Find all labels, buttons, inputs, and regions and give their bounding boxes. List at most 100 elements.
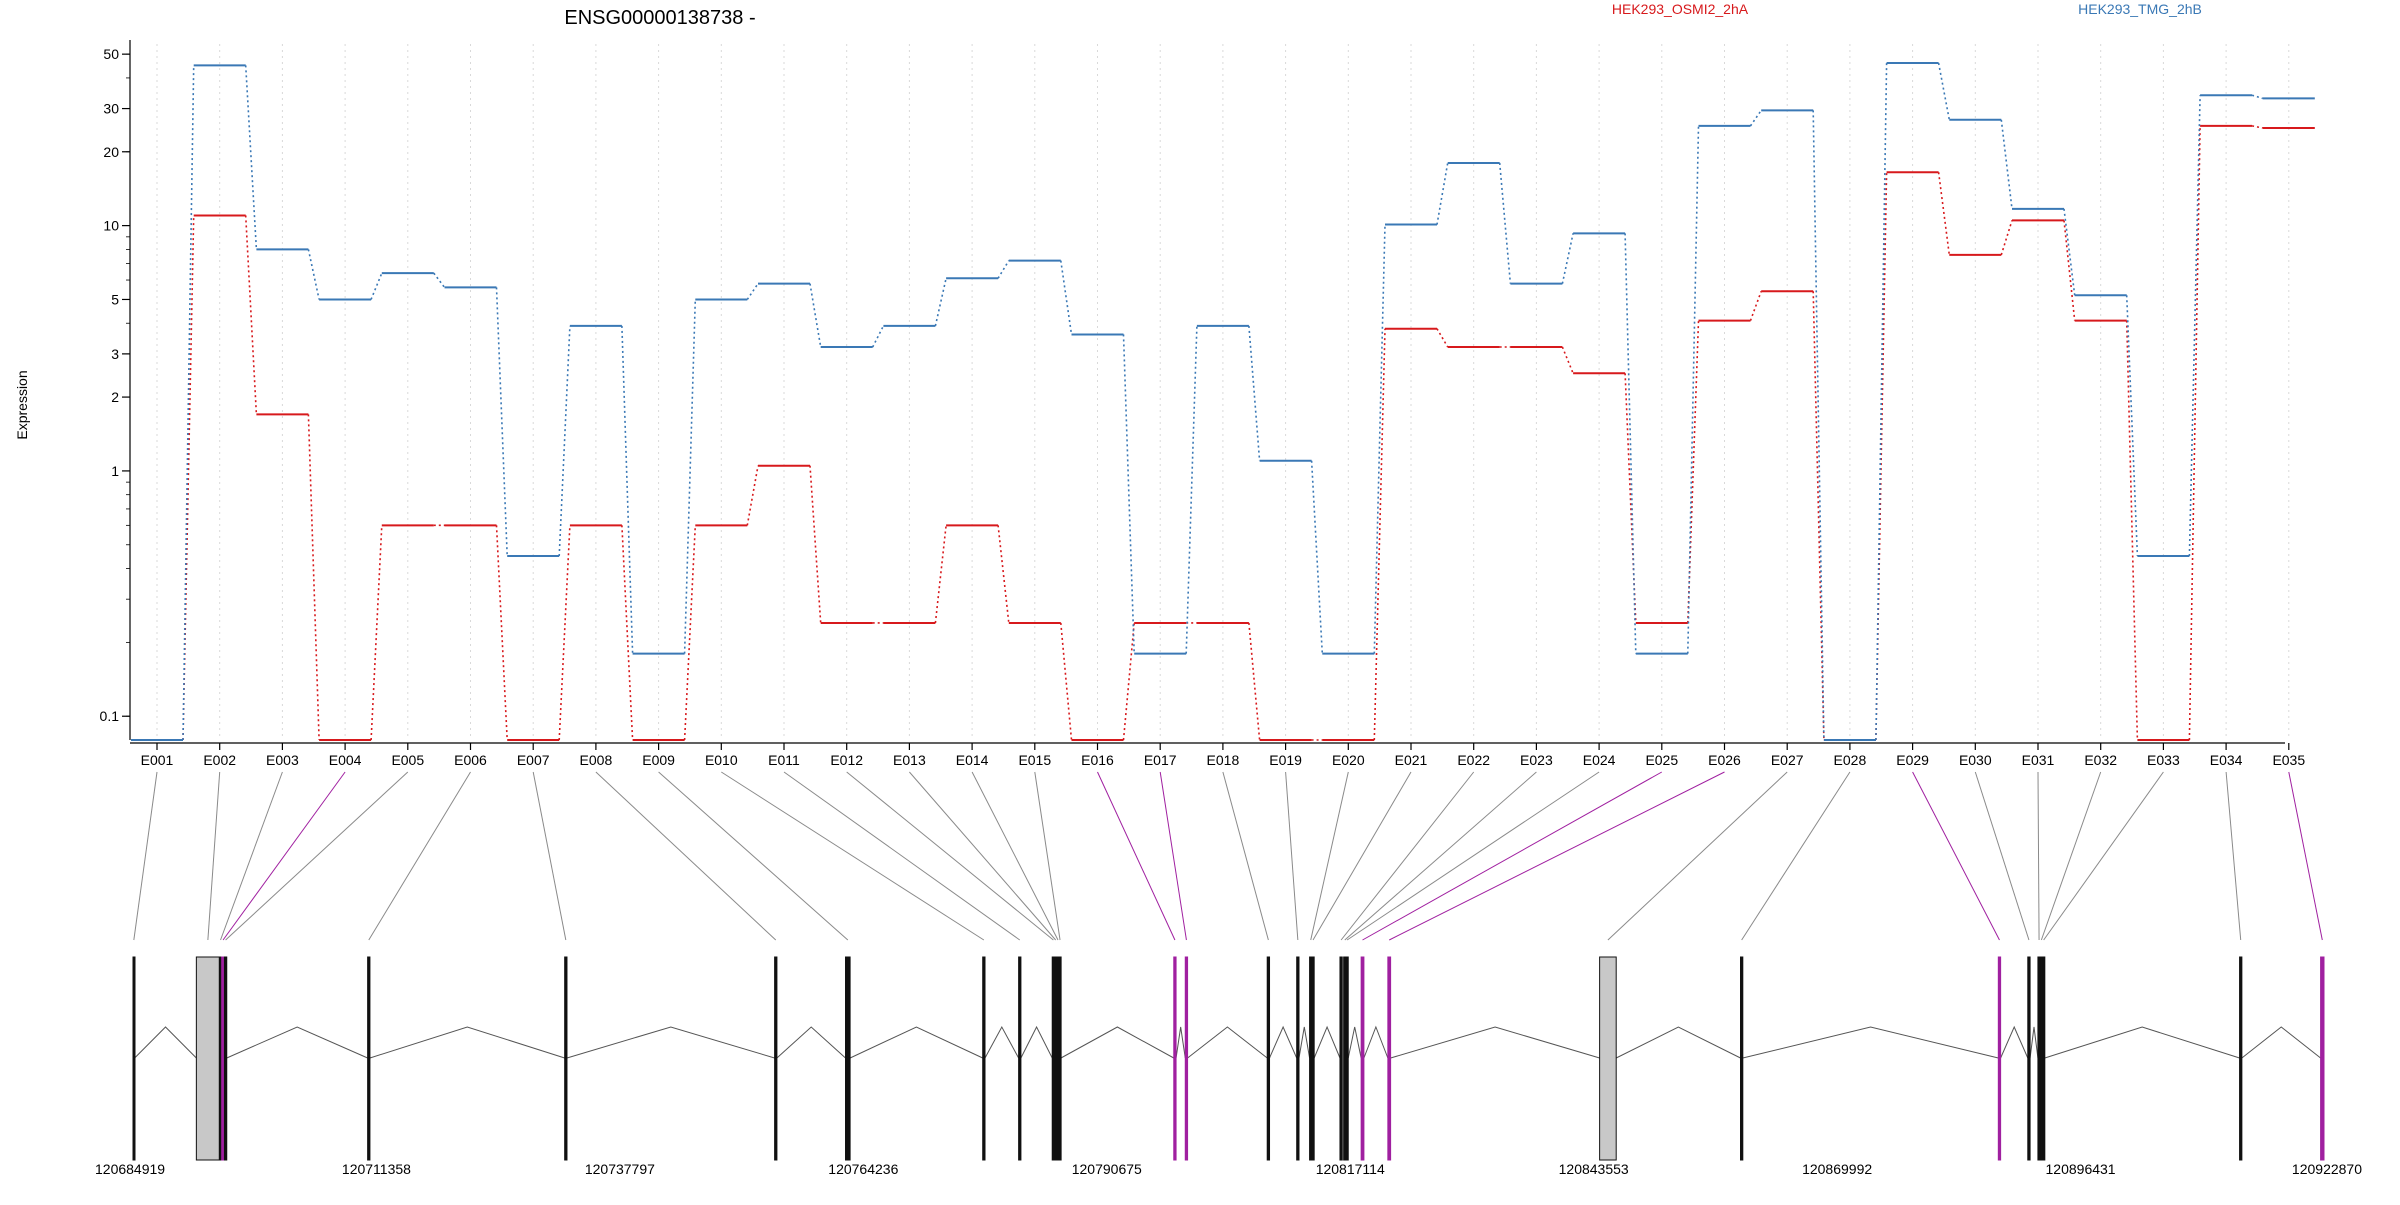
series-2-connector xyxy=(1498,162,1512,284)
series-2-connector xyxy=(2063,208,2076,296)
series-2-connector xyxy=(1687,125,1700,654)
series-2-connector xyxy=(558,325,571,557)
exon-box-e019 xyxy=(1296,956,1300,1161)
intron-line xyxy=(1175,1026,1186,1059)
series-2-connector xyxy=(934,278,947,327)
connector-e012 xyxy=(846,771,1054,941)
series-2-connector xyxy=(307,249,320,300)
intron-line xyxy=(2029,1026,2039,1059)
connector-e021 xyxy=(1312,771,1412,941)
coordinate-label: 120790675 xyxy=(1072,1161,1142,1177)
series-lines xyxy=(131,62,2315,741)
connector-e020 xyxy=(1310,771,1349,941)
series-2-connector xyxy=(1812,110,1825,741)
series-1-connector xyxy=(558,525,571,741)
intron-line xyxy=(1615,1026,1741,1059)
series-1-connector xyxy=(244,215,258,415)
x-tick-label-e031: E031 xyxy=(2022,752,2055,768)
intron-line xyxy=(566,1026,775,1059)
x-tick-label-e008: E008 xyxy=(580,752,613,768)
x-tick-label-e007: E007 xyxy=(517,752,550,768)
series-2-connector xyxy=(997,260,1010,279)
series-1-connector xyxy=(1248,622,1261,741)
series-2-connector xyxy=(1436,162,1449,225)
connector-e009 xyxy=(658,771,849,941)
series-1-connector xyxy=(2188,125,2201,741)
series-2-connector xyxy=(182,65,195,741)
intron-line xyxy=(1187,1026,1268,1059)
series-2-connector xyxy=(621,325,634,654)
series-2-connector xyxy=(1122,334,1135,654)
connector-e023 xyxy=(1344,771,1537,941)
intron-line xyxy=(2000,1025,2029,1059)
connector-e032 xyxy=(2040,771,2102,941)
exon-box-e034 xyxy=(2239,956,2243,1161)
exon-box-e026 xyxy=(1387,956,1392,1161)
chart-title: ENSG00000138738 - xyxy=(564,7,755,29)
series-2-connector xyxy=(1624,233,1637,654)
series-1-connector xyxy=(1937,172,1951,255)
exon-box-e008 xyxy=(774,956,778,1161)
intron-line xyxy=(226,1026,368,1059)
series-2-connector xyxy=(1248,325,1261,461)
exon-box-e005 xyxy=(223,956,228,1161)
series-2-connector xyxy=(495,287,508,557)
series-2-connector xyxy=(1561,233,1574,284)
connector-e008 xyxy=(595,771,777,941)
y-tick-label: 30 xyxy=(103,101,119,117)
series-1-connector xyxy=(934,525,947,624)
connector-e005 xyxy=(225,771,409,941)
y-tick-label: 0.1 xyxy=(100,708,120,724)
x-tick-label-e016: E016 xyxy=(1081,752,1114,768)
exon-box-e011 xyxy=(1018,956,1022,1161)
x-tick-label-e010: E010 xyxy=(705,752,738,768)
x-tick-label-e013: E013 xyxy=(893,752,926,768)
exon-box-e035 xyxy=(2320,956,2325,1161)
x-tick-label-e018: E018 xyxy=(1207,752,1240,768)
exon-box-e025 xyxy=(1360,956,1365,1161)
x-tick-label-e021: E021 xyxy=(1395,752,1428,768)
connector-e014 xyxy=(971,771,1059,941)
series-1-connector xyxy=(495,525,508,741)
series-1-connector xyxy=(683,525,697,741)
connector-e033 xyxy=(2043,771,2164,941)
gene-model xyxy=(132,956,2325,1161)
intron-line xyxy=(1742,1026,1999,1059)
series-1 xyxy=(131,124,2315,741)
exon-box-e010 xyxy=(982,956,986,1161)
exon-box-e009 xyxy=(845,956,851,1161)
intron-line xyxy=(1347,1026,1362,1059)
x-tick-label-e023: E023 xyxy=(1520,752,1553,768)
gridlines xyxy=(156,44,2290,740)
connector-e034 xyxy=(2225,771,2242,941)
exon-box-e015 xyxy=(1058,956,1062,1161)
intron-line xyxy=(776,1026,846,1059)
x-tick-label-e014: E014 xyxy=(956,752,989,768)
legend-entry-series-1: HEK293_OSMI2_2hA xyxy=(1612,1,1749,17)
x-tick-label-e027: E027 xyxy=(1771,752,1804,768)
connector-e025 xyxy=(1362,771,1663,941)
x-tick-label-e019: E019 xyxy=(1269,752,1302,768)
intron-line xyxy=(849,1026,983,1059)
series-1-connector xyxy=(1812,291,1825,741)
coordinate-label: 120896431 xyxy=(2046,1161,2116,1177)
exon-box-e001 xyxy=(132,956,136,1161)
x-tick-label-e030: E030 xyxy=(1959,752,1992,768)
series-1-connector xyxy=(1060,622,1073,741)
x-tick-label-e006: E006 xyxy=(454,752,487,768)
series-1-connector xyxy=(809,465,822,624)
exon-box-e029 xyxy=(1997,956,2002,1161)
connector-e019 xyxy=(1285,771,1299,941)
x-tick-label-e005: E005 xyxy=(391,752,424,768)
y-tick-label: 10 xyxy=(103,218,119,234)
exon-box-e016 xyxy=(1173,956,1177,1161)
y-tick-label: 20 xyxy=(103,144,119,160)
series-2-connector xyxy=(683,299,697,654)
x-tick-label-e011: E011 xyxy=(768,752,800,768)
x-tick-label-e024: E024 xyxy=(1583,752,1616,768)
series-1-connector xyxy=(997,525,1010,624)
series-1-connector xyxy=(1561,346,1574,374)
x-tick-label-e032: E032 xyxy=(2084,752,2117,768)
